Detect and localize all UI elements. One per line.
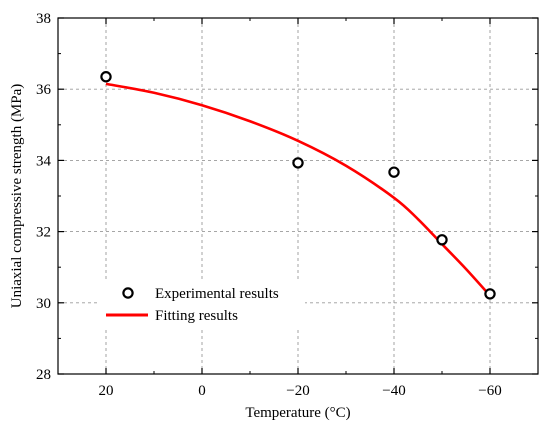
legend: Experimental results Fitting results bbox=[100, 281, 305, 327]
y-tick-label: 28 bbox=[36, 367, 51, 383]
data-points-layer bbox=[100, 71, 496, 300]
y-tick-label: 36 bbox=[36, 82, 52, 98]
x-tick-label: −40 bbox=[382, 383, 405, 399]
fit-curve-layer bbox=[105, 82, 491, 297]
experimental-point bbox=[100, 71, 112, 83]
y-tick-label: 30 bbox=[36, 296, 51, 312]
y-tick-labels: 28 30 32 34 36 38 bbox=[36, 11, 52, 383]
experimental-point bbox=[436, 234, 448, 246]
legend-label-experimental: Experimental results bbox=[155, 286, 279, 302]
legend-marker-experimental bbox=[122, 287, 134, 299]
x-tick-label: −60 bbox=[478, 383, 501, 399]
y-tick-label: 38 bbox=[36, 11, 51, 27]
experimental-point bbox=[484, 288, 496, 300]
y-tick-label: 34 bbox=[36, 153, 52, 169]
x-tick-labels: 20 0 −20 −40 −60 bbox=[99, 383, 502, 399]
fitting-results-line bbox=[105, 82, 491, 297]
x-tick-label: −20 bbox=[286, 383, 309, 399]
x-tick-label: 0 bbox=[198, 383, 206, 399]
y-axis-label: Uniaxial compressive strength (MPa) bbox=[9, 84, 25, 309]
y-tick-label: 32 bbox=[36, 225, 51, 241]
axis-ticks bbox=[58, 17, 538, 375]
x-tick-label: 20 bbox=[99, 383, 114, 399]
experimental-point bbox=[388, 166, 400, 178]
legend-background bbox=[100, 281, 305, 327]
legend-label-fitting: Fitting results bbox=[155, 308, 238, 324]
experimental-point bbox=[292, 157, 304, 169]
x-axis-label: Temperature (°C) bbox=[245, 405, 350, 421]
